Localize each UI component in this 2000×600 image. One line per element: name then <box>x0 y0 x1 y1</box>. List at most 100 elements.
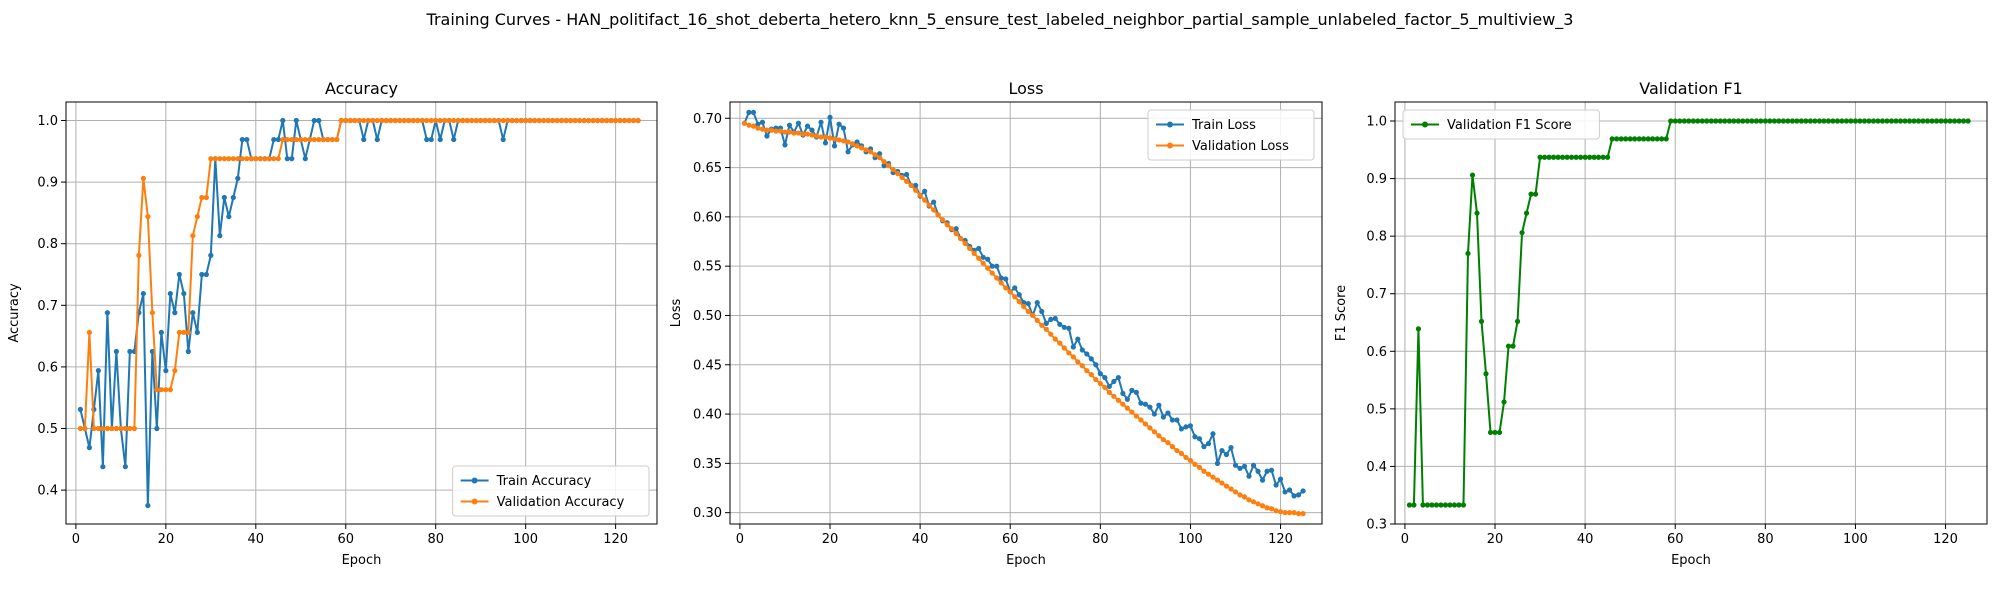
data-point <box>1933 118 1940 124</box>
data-point <box>899 174 905 181</box>
data-point <box>1187 457 1194 463</box>
data-point <box>913 182 919 188</box>
data-point <box>764 133 770 139</box>
data-point <box>994 263 1000 269</box>
x-tick-label: 80 <box>1092 532 1109 547</box>
data-point <box>1825 118 1832 124</box>
data-point <box>1210 431 1216 437</box>
y-tick-label: 0.45 <box>693 358 722 373</box>
data-point <box>786 122 793 128</box>
data-point <box>1861 118 1868 124</box>
data-point <box>831 143 838 149</box>
data-point <box>836 121 842 127</box>
data-point <box>759 119 766 125</box>
data-point <box>172 310 178 316</box>
data-point <box>1052 315 1058 322</box>
data-point <box>1879 118 1886 124</box>
data-point <box>289 156 295 162</box>
data-point <box>827 135 833 141</box>
data-point <box>329 136 335 143</box>
data-point <box>944 222 950 228</box>
data-point <box>1920 118 1926 124</box>
data-point <box>1672 118 1678 124</box>
data-point <box>1259 477 1266 483</box>
y-tick-label: 0.30 <box>693 506 722 521</box>
data-point <box>136 252 142 258</box>
data-point <box>451 117 457 124</box>
data-point <box>1465 250 1471 257</box>
data-point <box>1237 465 1243 471</box>
data-point <box>1156 402 1162 408</box>
x-tick-label: 100 <box>513 532 538 547</box>
data-point <box>239 136 245 143</box>
data-point <box>876 155 883 161</box>
data-point <box>1600 154 1606 160</box>
data-point <box>1645 136 1651 142</box>
data-point <box>1424 502 1431 508</box>
data-point <box>1902 118 1908 124</box>
legend-box <box>1147 109 1315 161</box>
data-point <box>424 136 430 143</box>
data-point <box>1259 503 1266 509</box>
data-point <box>1151 411 1157 417</box>
data-point <box>1699 118 1705 124</box>
data-point <box>913 187 919 193</box>
data-point <box>451 136 457 143</box>
data-point <box>338 117 344 124</box>
data-point <box>1300 488 1306 494</box>
data-point <box>1048 316 1054 323</box>
x-tick-label: 0 <box>1401 532 1409 547</box>
data-point <box>361 117 367 124</box>
data-point <box>199 194 205 201</box>
data-point <box>604 117 610 124</box>
data-point <box>1016 299 1022 305</box>
data-point <box>1286 487 1293 493</box>
y-tick-label: 0.60 <box>693 210 722 225</box>
legend-box <box>1402 109 1600 140</box>
data-point <box>1025 301 1031 307</box>
data-point <box>1668 118 1674 124</box>
data-point <box>1102 374 1108 381</box>
data-point <box>949 226 955 232</box>
data-point <box>221 156 227 162</box>
data-point <box>750 123 757 129</box>
data-point <box>437 136 443 143</box>
data-point <box>1241 494 1248 500</box>
data-point <box>176 271 182 278</box>
data-point <box>786 129 793 135</box>
data-point <box>1097 380 1103 387</box>
data-point <box>1034 317 1040 323</box>
data-point <box>1219 447 1225 454</box>
data-point <box>248 156 254 162</box>
data-point <box>221 194 227 201</box>
data-point <box>759 126 766 132</box>
data-point <box>397 117 403 124</box>
data-point <box>1888 118 1895 124</box>
legend-entry: Train Loss <box>1156 118 1256 133</box>
data-point <box>298 136 304 143</box>
data-point <box>154 425 160 432</box>
data-point <box>1843 118 1850 124</box>
data-point <box>1587 154 1593 160</box>
data-point <box>1704 118 1710 124</box>
data-point <box>1942 118 1949 124</box>
data-point <box>1133 389 1139 395</box>
data-point <box>1043 320 1049 326</box>
data-point <box>1214 477 1221 483</box>
data-point <box>1223 483 1230 489</box>
data-point <box>1776 118 1782 124</box>
data-point <box>773 128 779 134</box>
y-tick-label: 0.6 <box>1366 345 1387 360</box>
data-point <box>976 255 982 261</box>
data-point <box>1124 405 1130 411</box>
data-point <box>226 213 232 220</box>
data-point <box>482 117 488 124</box>
series-validation-accuracy <box>77 117 641 432</box>
data-point <box>118 425 124 432</box>
data-point <box>149 310 155 316</box>
data-point <box>1106 383 1112 390</box>
data-point <box>1246 497 1252 503</box>
data-point <box>1505 343 1512 349</box>
data-point <box>1273 508 1279 514</box>
data-point <box>194 213 200 220</box>
